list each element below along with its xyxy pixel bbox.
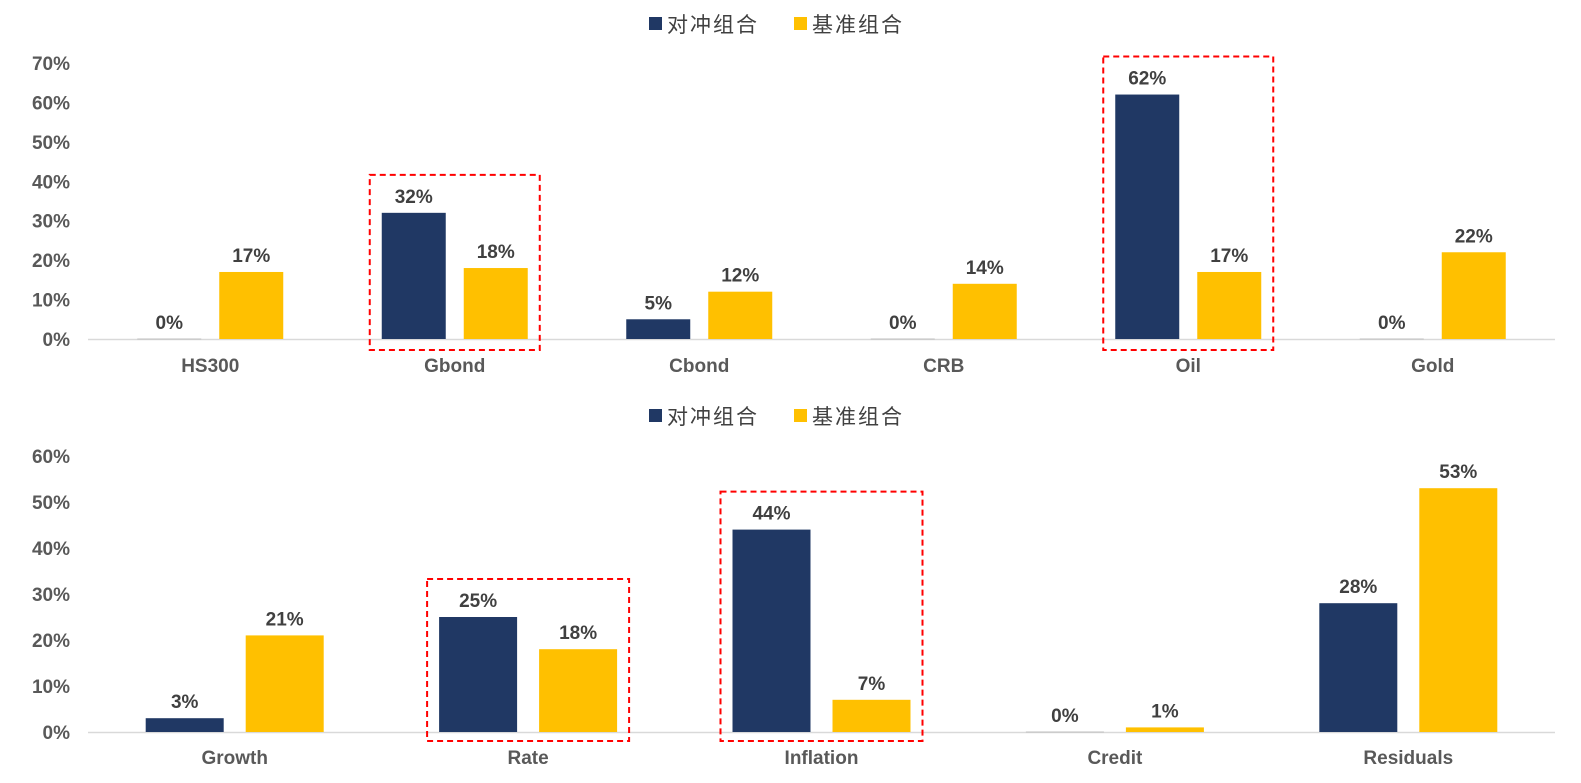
y-tick-label: 30%: [32, 585, 70, 606]
data-label: 1%: [1151, 701, 1179, 722]
data-label: 28%: [1339, 577, 1377, 598]
data-label: 0%: [889, 313, 917, 334]
bar-gbond-0: [381, 212, 446, 339]
data-label: 17%: [232, 246, 270, 267]
highlight-box-gbond: [368, 173, 541, 351]
bar-rate-0: [439, 617, 518, 732]
data-label: 14%: [966, 258, 1004, 279]
highlight-box-rate: [426, 578, 631, 742]
y-tick-label: 10%: [32, 291, 70, 312]
legend-label-1: 基准组合: [812, 405, 904, 429]
factor-exposure-chart-assets: 对冲组合 基准组合 0% 10% 20% 30% 40% 50% 60% 70% 0% 17% HS30…: [0, 0, 1581, 390]
y-tick-label: 40%: [32, 172, 70, 193]
legend: 对冲组合 基准组合: [649, 405, 904, 429]
bar-oil-0: [1115, 94, 1180, 340]
bar-cbond-1: [708, 291, 773, 339]
highlight-box-inflation: [719, 490, 924, 742]
data-label: 44%: [752, 504, 790, 525]
legend-label-1: 基准组合: [812, 13, 904, 37]
bar-inflation-1: [832, 699, 911, 732]
bar-hs300-1: [219, 271, 284, 339]
data-label: 32%: [395, 187, 433, 208]
x-tick-label: Growth: [201, 748, 268, 769]
y-tick-label: 10%: [32, 677, 70, 698]
data-label: 5%: [645, 293, 673, 314]
bar-crb-1: [952, 283, 1017, 339]
y-tick-label: 40%: [32, 539, 70, 560]
data-label: 0%: [1378, 313, 1406, 334]
y-tick-label: 0%: [43, 330, 71, 351]
x-tick-label: Inflation: [785, 748, 859, 769]
y-axis: 0% 10% 20% 30% 40% 50% 60% 70%: [32, 54, 70, 351]
x-tick-label: HS300: [181, 356, 239, 377]
bar-credit-1: [1125, 727, 1204, 732]
factor-exposure-chart-macro: 对冲组合 基准组合 0% 10% 20% 30% 40% 50% 60% 3% 21% Growth 2…: [0, 392, 1581, 783]
data-label: 17%: [1210, 246, 1248, 267]
legend: 对冲组合 基准组合: [649, 13, 904, 37]
data-label: 12%: [721, 266, 759, 287]
bar-cbond-0: [626, 319, 691, 339]
data-label: 0%: [1051, 706, 1079, 727]
bar-gbond-1: [463, 268, 528, 339]
y-tick-label: 20%: [32, 631, 70, 652]
bar-inflation-0: [732, 529, 811, 732]
data-label: 18%: [477, 242, 515, 263]
x-tick-label: CRB: [923, 356, 964, 377]
x-tick-label: Oil: [1176, 356, 1201, 377]
x-tick-label: Rate: [508, 748, 549, 769]
y-tick-label: 30%: [32, 212, 70, 233]
y-tick-label: 70%: [32, 54, 70, 75]
y-tick-label: 20%: [32, 251, 70, 272]
data-label: 0%: [156, 313, 184, 334]
x-tick-label: Gold: [1411, 356, 1454, 377]
x-tick-label: Credit: [1087, 748, 1143, 769]
y-axis: 0% 10% 20% 30% 40% 50% 60%: [32, 447, 70, 744]
chart-svg: 对冲组合 基准组合 0% 10% 20% 30% 40% 50% 60% 70% 0% 17% HS30…: [32, 13, 1555, 377]
chart-svg: 对冲组合 基准组合 0% 10% 20% 30% 40% 50% 60% 3% 21% Growth 2…: [32, 405, 1555, 769]
y-tick-label: 50%: [32, 493, 70, 514]
data-label: 21%: [266, 609, 304, 630]
y-tick-label: 50%: [32, 133, 70, 154]
y-tick-label: 60%: [32, 447, 70, 468]
y-tick-label: 0%: [43, 723, 71, 744]
bar-gold-1: [1441, 252, 1506, 339]
y-tick-label: 60%: [32, 93, 70, 114]
legend-swatch-0: [649, 409, 662, 422]
bar-residuals-1: [1419, 488, 1498, 732]
data-label: 53%: [1439, 462, 1477, 483]
bar-growth-1: [245, 635, 324, 732]
bar-growth-0: [145, 718, 224, 732]
bar-rate-1: [539, 649, 618, 732]
data-label: 22%: [1455, 226, 1493, 247]
bar-oil-1: [1197, 271, 1262, 339]
legend-swatch-1: [794, 409, 807, 422]
data-label: 7%: [858, 674, 886, 695]
highlight-box-oil: [1102, 55, 1275, 352]
legend-swatch-1: [794, 17, 807, 30]
data-label: 62%: [1128, 69, 1166, 90]
data-label: 18%: [559, 623, 597, 644]
x-tick-label: Cbond: [669, 356, 729, 377]
bar-residuals-0: [1319, 603, 1398, 732]
x-tick-label: Residuals: [1363, 748, 1453, 769]
legend-label-0: 对冲组合: [667, 405, 759, 429]
data-label: 3%: [171, 692, 199, 713]
legend-label-0: 对冲组合: [667, 13, 759, 37]
legend-swatch-0: [649, 17, 662, 30]
data-label: 25%: [459, 591, 497, 612]
x-tick-label: Gbond: [424, 356, 485, 377]
